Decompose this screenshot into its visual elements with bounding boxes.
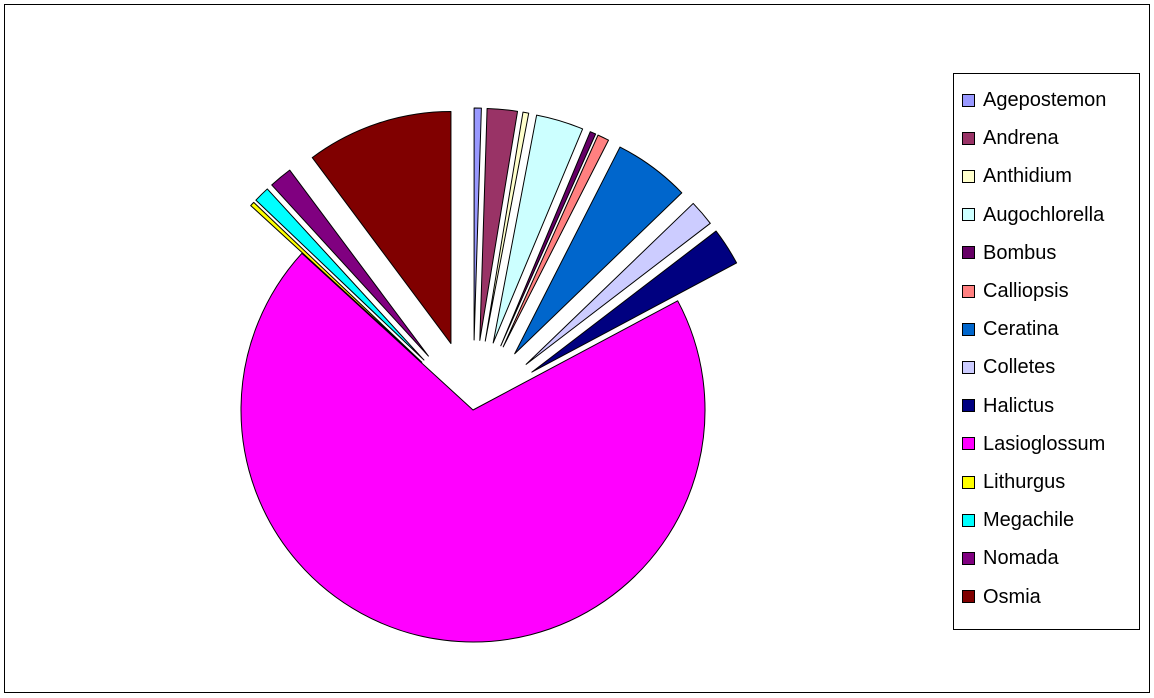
pie-slice-augochlorella <box>492 114 584 344</box>
legend-item-bombus: Bombus <box>962 238 1056 268</box>
pie-slice-agepostemon <box>473 107 482 341</box>
legend: Agepostemon Andrena Anthidium Augochlorella… <box>953 73 1140 630</box>
legend-item-lasioglossum: Lasioglossum <box>962 429 1105 459</box>
legend-item-colletes: Colletes <box>962 352 1055 382</box>
legend-swatch <box>962 360 975 374</box>
legend-label: Ceratina <box>983 318 1059 341</box>
pie-slice-halictus <box>531 230 738 373</box>
legend-item-ceratina: Ceratina <box>962 314 1059 344</box>
legend-item-lithurgus: Lithurgus <box>962 467 1065 497</box>
legend-label: Megachile <box>983 509 1075 532</box>
legend-swatch <box>962 551 975 565</box>
legend-item-megachile: Megachile <box>962 505 1074 535</box>
legend-label: Lasioglossum <box>983 432 1106 455</box>
pie-slice-nomada <box>271 169 429 357</box>
legend-item-augochlorella: Augochlorella <box>962 200 1104 230</box>
legend-item-agepostemon: Agepostemon <box>962 85 1106 115</box>
legend-label: Bombus <box>983 241 1057 264</box>
legend-label: Augochlorella <box>983 203 1105 226</box>
legend-swatch <box>962 399 975 413</box>
legend-label: Andrena <box>983 127 1059 150</box>
legend-label: Lithurgus <box>983 471 1066 493</box>
legend-swatch <box>962 169 975 183</box>
legend-swatch <box>962 246 975 260</box>
legend-swatch <box>962 437 975 451</box>
legend-swatch <box>962 93 975 107</box>
pie-slice-calliopsis <box>502 134 610 348</box>
legend-item-osmia: Osmia <box>962 582 1041 612</box>
legend-label: Osmia <box>983 585 1041 608</box>
legend-item-anthidium: Anthidium <box>962 161 1072 191</box>
legend-swatch <box>962 208 975 222</box>
legend-swatch <box>962 284 975 298</box>
pie-slice-colletes <box>525 202 711 365</box>
legend-swatch <box>962 513 975 527</box>
legend-swatch <box>962 322 975 336</box>
legend-item-halictus: Halictus <box>962 391 1054 421</box>
legend-item-andrena: Andrena <box>962 123 1059 153</box>
pie-slice-bombus <box>500 131 597 347</box>
pie-slice-anthidium <box>484 111 530 342</box>
pie-slice-osmia <box>311 111 452 345</box>
legend-label: Agepostemon <box>983 89 1107 111</box>
legend-item-calliopsis: Calliopsis <box>962 276 1069 306</box>
legend-swatch <box>962 131 975 145</box>
legend-label: Anthidium <box>983 165 1072 188</box>
pie-slice-andrena <box>479 107 519 341</box>
pie-slice-megachile <box>255 188 425 361</box>
legend-label: Halictus <box>983 394 1055 417</box>
pie-slice-lasioglossum <box>240 252 706 643</box>
legend-label: Calliopsis <box>983 280 1069 302</box>
legend-label: Nomada <box>983 547 1059 570</box>
pie-slice-lithurgus <box>250 201 423 363</box>
legend-item-nomada: Nomada <box>962 543 1059 573</box>
legend-swatch <box>962 475 975 489</box>
pie-slice-ceratina <box>514 146 683 355</box>
legend-label: Colletes <box>983 356 1056 379</box>
legend-swatch <box>962 590 975 604</box>
